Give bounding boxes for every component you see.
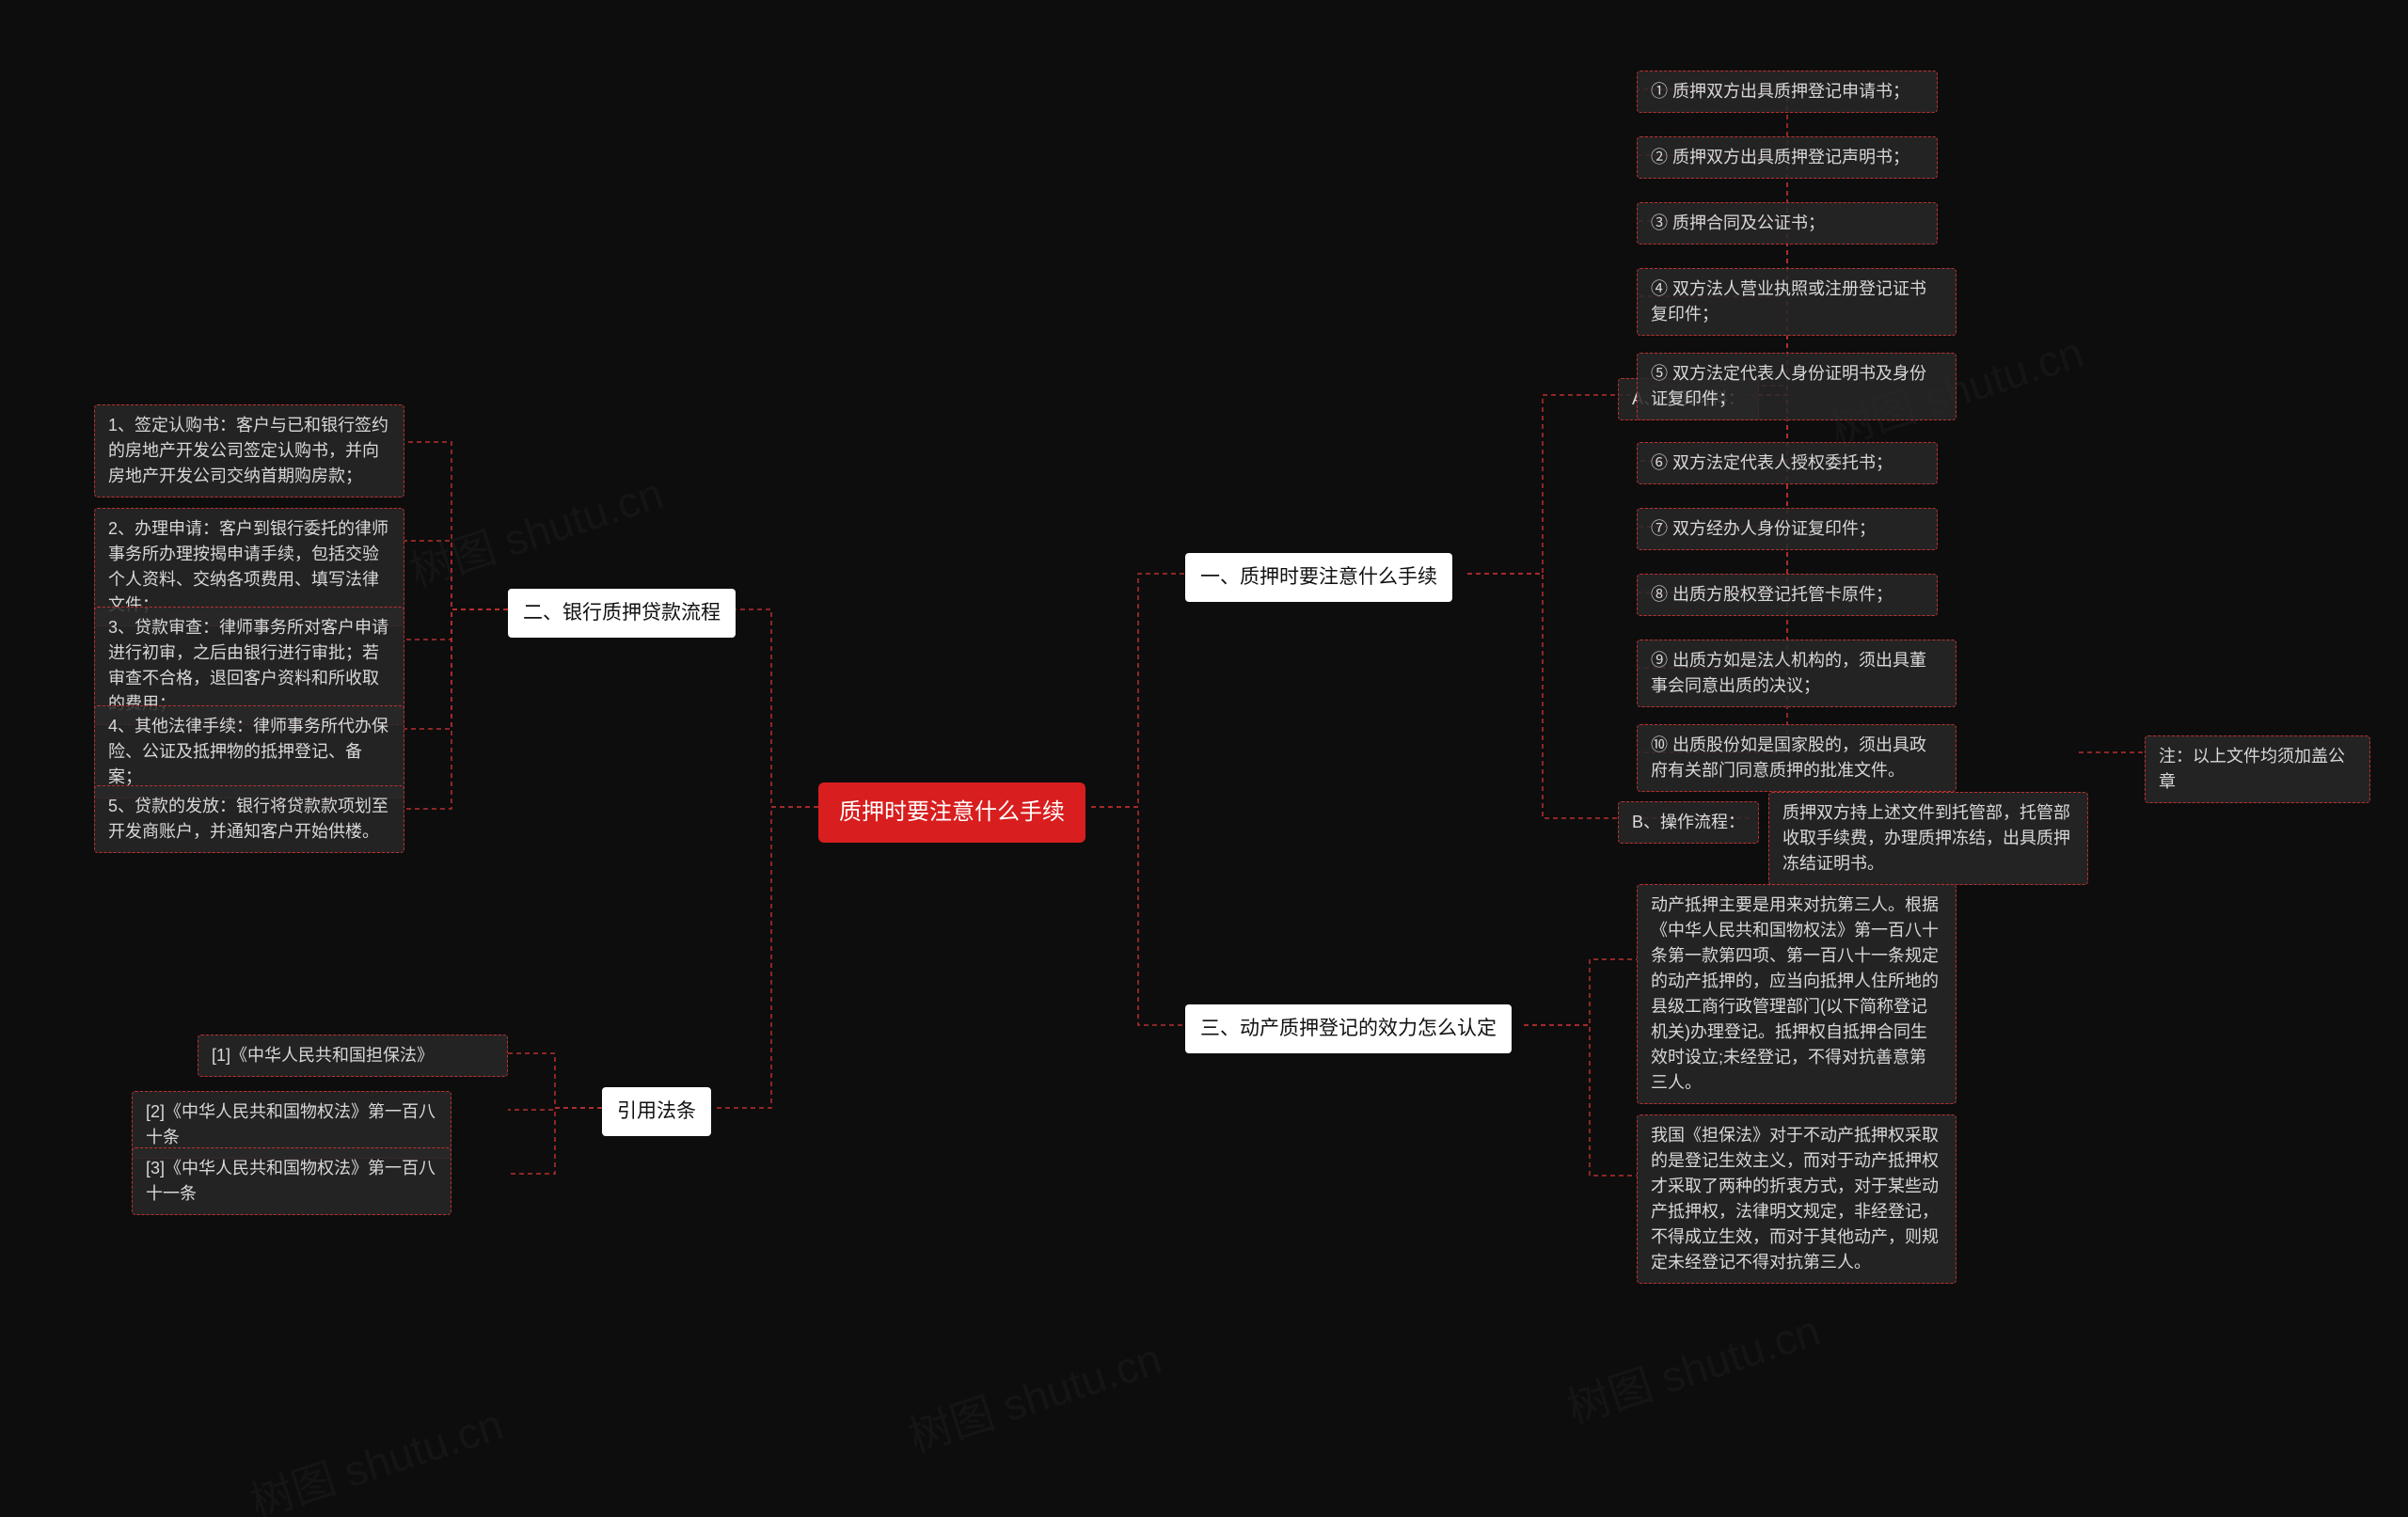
leaf-a-7: ⑦ 双方经办人身份证复印件；: [1637, 508, 1938, 550]
leaf-a-note: 注：以上文件均须加盖公章: [2145, 735, 2370, 803]
leaf-b-flow: 质押双方持上述文件到托管部，托管部收取手续费，办理质押冻结，出具质押冻结证明书。: [1768, 792, 2088, 885]
watermark: 树图 shutu.cn: [900, 1325, 1168, 1465]
branch-3[interactable]: 三、动产质押登记的效力怎么认定: [1185, 1004, 1512, 1053]
watermark: 树图 shutu.cn: [242, 1391, 510, 1517]
leaf-a-1: ① 质押双方出具质押登记申请书；: [1637, 71, 1938, 113]
leaf-a-6: ⑥ 双方法定代表人授权委托书；: [1637, 442, 1938, 484]
leaf-a-10: ⑩ 出质股份如是国家股的，须出具政府有关部门同意质押的批准文件。: [1637, 724, 1956, 792]
branch-1[interactable]: 一、质押时要注意什么手续: [1185, 553, 1452, 602]
leaf-a-3: ③ 质押合同及公证书；: [1637, 202, 1938, 245]
watermark: 树图 shutu.cn: [1559, 1297, 1827, 1437]
branch-2[interactable]: 二、银行质押贷款流程: [508, 589, 736, 638]
leaf-3-para-2: 我国《担保法》对于不动产抵押权采取的是登记生效主义，而对于动产抵押权才采取了两种…: [1637, 1114, 1956, 1284]
leaf-a-5: ⑤ 双方法定代表人身份证明书及身份证复印件；: [1637, 353, 1956, 420]
leaf-2-step-1: 1、签定认购书：客户与已和银行签约的房地产开发公司签定认购书，并向房地产开发公司…: [94, 404, 404, 498]
branch-4[interactable]: 引用法条: [602, 1087, 711, 1136]
mindmap-canvas: 树图 shutu.cn 树图 shutu.cn 树图 shutu.cn 树图 s…: [0, 0, 2408, 1517]
leaf-4-ref-1: [1]《中华人民共和国担保法》: [198, 1035, 508, 1077]
leaf-a-9: ⑨ 出质方如是法人机构的，须出具董事会同意出质的决议；: [1637, 640, 1956, 707]
watermark: 树图 shutu.cn: [402, 460, 670, 600]
branch-1-sub-b[interactable]: B、操作流程：: [1618, 801, 1759, 844]
leaf-a-8: ⑧ 出质方股权登记托管卡原件；: [1637, 574, 1938, 616]
leaf-2-step-5: 5、贷款的发放：银行将贷款款项划至开发商账户，并通知客户开始供楼。: [94, 785, 404, 853]
leaf-4-ref-3: [3]《中华人民共和国物权法》第一百八十一条: [132, 1147, 452, 1215]
leaf-a-4: ④ 双方法人营业执照或注册登记证书复印件；: [1637, 268, 1956, 336]
leaf-3-para-1: 动产抵押主要是用来对抗第三人。根据《中华人民共和国物权法》第一百八十条第一款第四…: [1637, 884, 1956, 1104]
root-node[interactable]: 质押时要注意什么手续: [818, 782, 1085, 843]
leaf-a-2: ② 质押双方出具质押登记声明书；: [1637, 136, 1938, 179]
